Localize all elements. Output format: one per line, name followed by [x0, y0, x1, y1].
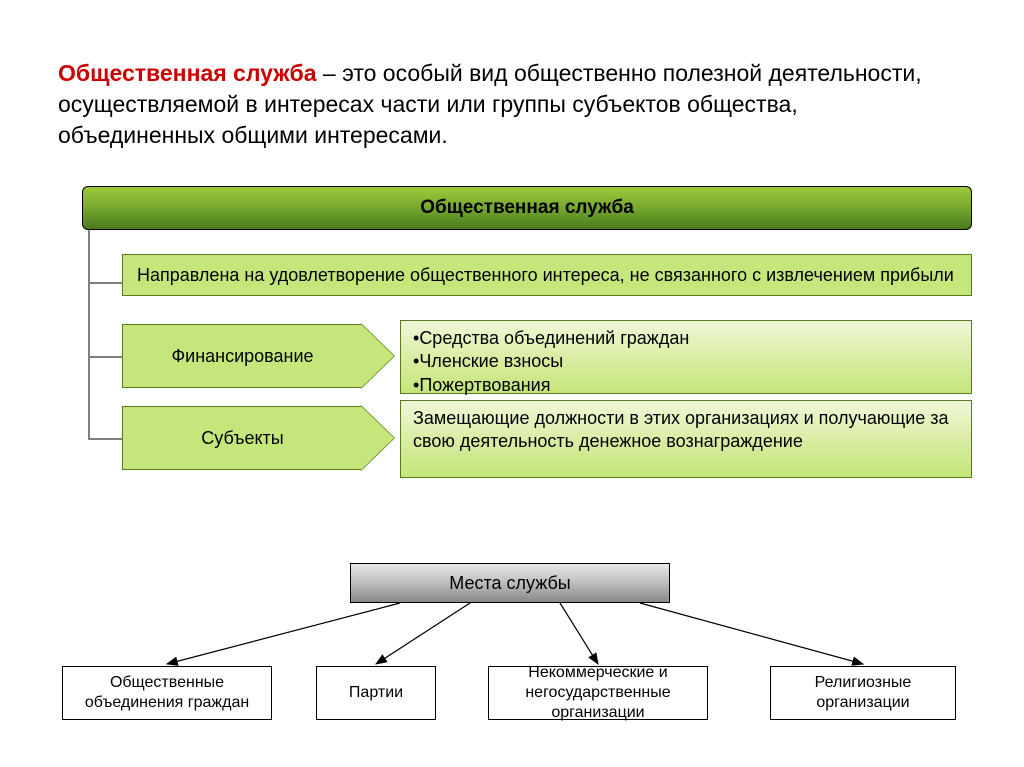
page-title: Общественная служба – это особый вид общ…	[58, 58, 958, 151]
row2-bullet: •Членские взносы	[413, 350, 959, 373]
arrow-subjects-label: Субъекты	[201, 428, 283, 449]
leaf-label: Религиозные организации	[777, 673, 949, 713]
places-box: Места службы	[350, 563, 670, 603]
leaf-nonprofit: Некоммерческие и негосударственные орган…	[488, 666, 708, 720]
header-box: Общественная служба	[82, 186, 972, 230]
row2-box: •Средства объединений граждан •Членские …	[400, 320, 972, 394]
chevron-right-icon	[361, 405, 395, 471]
row2-bullet: •Средства объединений граждан	[413, 327, 959, 350]
row1-box: Направлена на удовлетворение общественно…	[122, 254, 972, 296]
arrow-financing-body: Финансирование	[122, 324, 362, 388]
row2-bullet: •Пожертвования	[413, 374, 959, 397]
row3-box: Замещающие должности в этих организациях…	[400, 400, 972, 478]
title-highlight: Общественная служба	[58, 60, 317, 86]
leaf-parties: Партии	[316, 666, 436, 720]
chevron-right-icon	[361, 323, 395, 389]
tree-line	[88, 438, 122, 440]
leaf-religious: Религиозные организации	[770, 666, 956, 720]
row3-text: Замещающие должности в этих организациях…	[413, 408, 949, 451]
row1-text: Направлена на удовлетворение общественно…	[137, 265, 954, 285]
arrow-financing-label: Финансирование	[171, 346, 313, 367]
tree-line	[88, 356, 122, 358]
leaf-label: Общественные объединения граждан	[69, 673, 265, 713]
tree-line	[88, 230, 90, 438]
leaf-label: Некоммерческие и негосударственные орган…	[495, 663, 701, 723]
tree-line	[88, 282, 122, 284]
leaf-public-associations: Общественные объединения граждан	[62, 666, 272, 720]
leaf-label: Партии	[349, 683, 403, 703]
arrow-subjects-body: Субъекты	[122, 406, 362, 470]
